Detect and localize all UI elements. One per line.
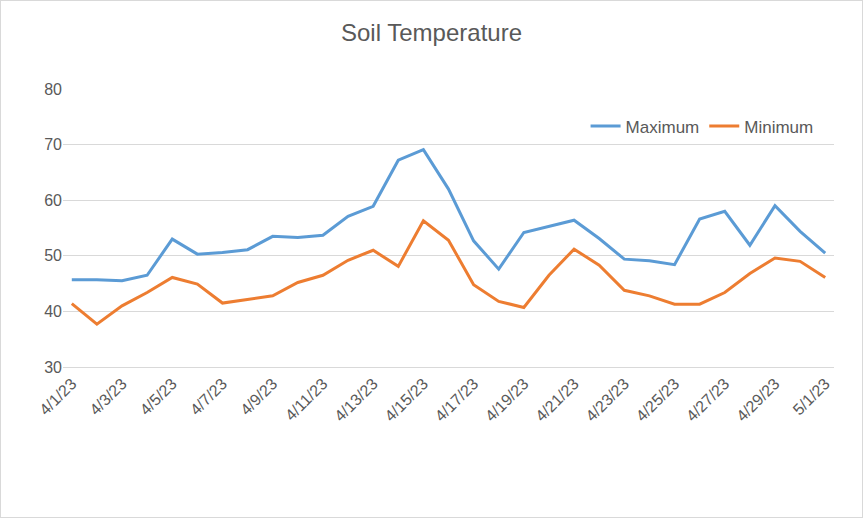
svg-text:Maximum: Maximum xyxy=(626,118,700,137)
svg-text:60: 60 xyxy=(44,192,62,209)
svg-text:Minimum: Minimum xyxy=(744,118,813,137)
svg-text:Soil Temperature: Soil Temperature xyxy=(341,19,522,46)
svg-text:4/27/23: 4/27/23 xyxy=(683,375,733,425)
svg-text:4/23/23: 4/23/23 xyxy=(582,375,632,425)
svg-text:4/3/23: 4/3/23 xyxy=(86,375,130,419)
svg-text:50: 50 xyxy=(44,247,62,264)
svg-text:4/5/23: 4/5/23 xyxy=(137,375,181,419)
svg-text:70: 70 xyxy=(44,136,62,153)
svg-text:4/13/23: 4/13/23 xyxy=(331,375,381,425)
svg-text:30: 30 xyxy=(44,359,62,376)
svg-text:4/15/23: 4/15/23 xyxy=(381,375,431,425)
svg-text:4/29/23: 4/29/23 xyxy=(733,375,783,425)
svg-text:4/25/23: 4/25/23 xyxy=(633,375,683,425)
svg-text:4/11/23: 4/11/23 xyxy=(282,375,331,424)
svg-text:4/19/23: 4/19/23 xyxy=(482,375,532,425)
svg-text:4/7/23: 4/7/23 xyxy=(187,375,231,419)
svg-text:80: 80 xyxy=(44,81,62,98)
svg-text:4/21/23: 4/21/23 xyxy=(532,375,582,425)
svg-text:4/9/23: 4/9/23 xyxy=(237,375,281,419)
svg-text:4/1/23: 4/1/23 xyxy=(36,375,80,419)
svg-text:40: 40 xyxy=(44,303,62,320)
svg-text:4/17/23: 4/17/23 xyxy=(432,375,482,425)
svg-text:5/1/23: 5/1/23 xyxy=(790,375,834,419)
